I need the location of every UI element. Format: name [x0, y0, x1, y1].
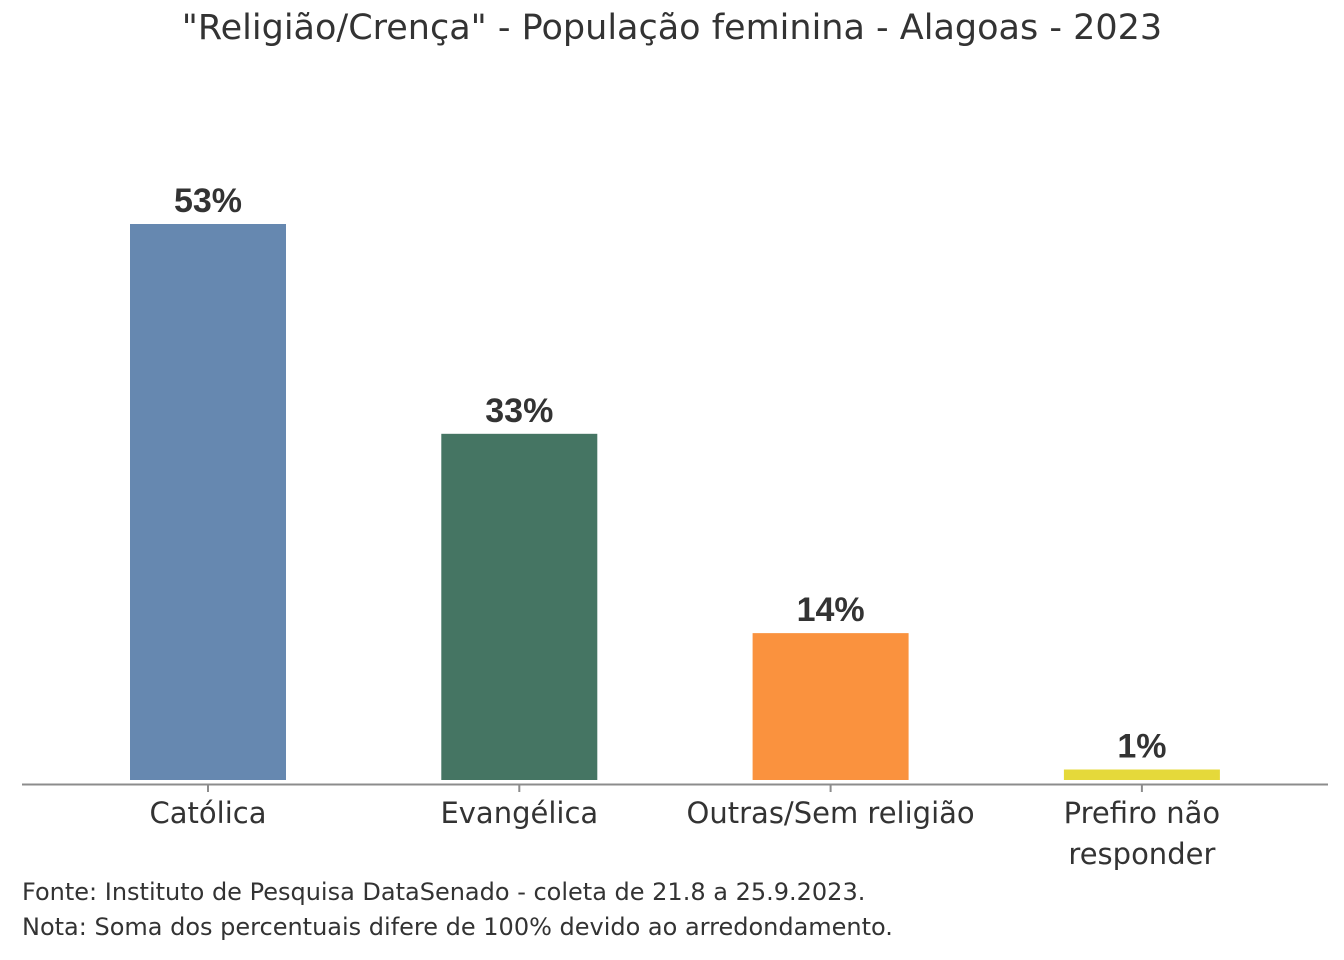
x-tick-label-1: Evangélica [440, 796, 598, 830]
data-label-2: 14% [797, 591, 865, 629]
x-tick-label-3: Prefiro não responder [1064, 796, 1221, 871]
source-note: Fonte: Instituto de Pesquisa DataSenado … [22, 878, 866, 906]
bar-3 [1063, 769, 1220, 780]
data-label-1: 33% [485, 392, 553, 430]
x-tick-label-0: Católica [150, 796, 267, 830]
data-label-0: 53% [174, 182, 242, 220]
x-tick-label-2: Outras/Sem religião [687, 796, 975, 830]
chart-title: "Religião/Crença" - População feminina -… [181, 8, 1163, 48]
bar-0 [130, 224, 286, 780]
bar-1 [441, 433, 598, 780]
data-label-3: 1% [1117, 728, 1166, 766]
bar-2 [752, 633, 909, 780]
footnote: Nota: Soma dos percentuais difere de 100… [22, 913, 893, 941]
